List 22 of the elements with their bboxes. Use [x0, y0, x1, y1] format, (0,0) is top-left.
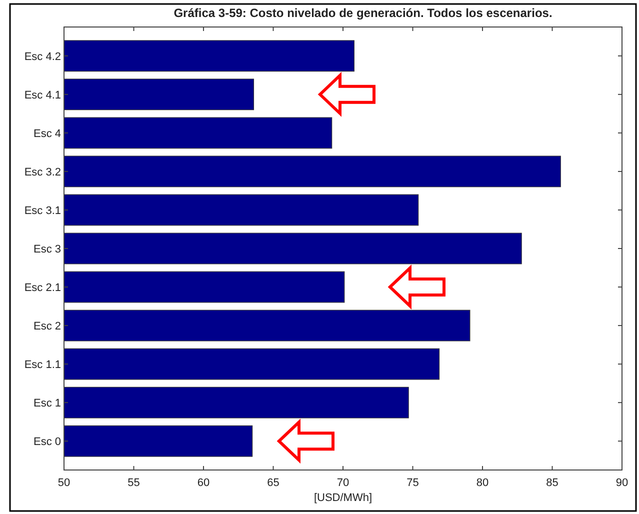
x-tick-label: 80 [476, 477, 489, 489]
x-tick-label: 90 [616, 477, 628, 489]
y-tick-label: Esc 3.2 [24, 166, 61, 178]
x-tick-label: 75 [406, 477, 419, 489]
y-tick-label: Esc 3.1 [24, 204, 61, 217]
y-tick-label: Esc 2.1 [24, 282, 61, 294]
chart-title: Gráfica 3-59: Costo nivelado de generación. Todos los escenarios. [174, 6, 552, 20]
y-tick-label: Esc 4.2 [24, 50, 61, 63]
y-tick-label: Esc 1.1 [24, 359, 61, 372]
x-tick-label: 60 [197, 477, 210, 489]
x-axis-title: [USD/MWh] [314, 492, 372, 504]
y-tick-label: Esc 0 [33, 436, 61, 448]
x-tick-label: 70 [336, 477, 350, 489]
y-tick-label: Esc 4 [33, 128, 61, 140]
x-tick-label: 65 [267, 477, 280, 489]
x-tick-label: 55 [128, 477, 140, 489]
y-tick-label: Esc 2 [33, 320, 61, 333]
y-tick-label: Esc 3 [33, 244, 61, 256]
x-tick-label: 50 [58, 477, 70, 489]
y-tick-label: Esc 1 [33, 398, 61, 410]
x-tick-label: 85 [546, 477, 558, 489]
y-tick-label: Esc 4.1 [24, 89, 61, 102]
